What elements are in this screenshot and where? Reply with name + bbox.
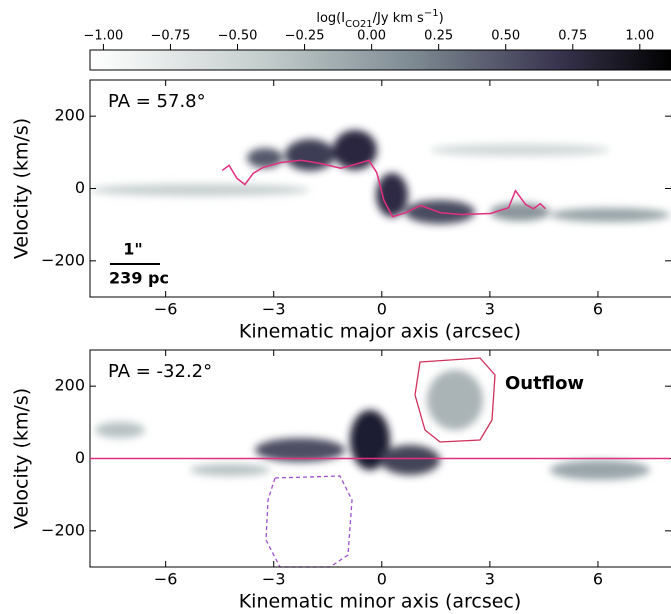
annotation: PA = -32.2° bbox=[108, 361, 212, 382]
x-tick-label: 0 bbox=[377, 570, 387, 589]
data-line bbox=[221, 159, 546, 218]
colorbar-label: log(ICO21/Jy km s−1) bbox=[316, 8, 443, 30]
x-tick-label: −3 bbox=[262, 300, 286, 319]
x-tick-label: −3 bbox=[262, 570, 286, 589]
pv-emission bbox=[90, 130, 670, 224]
x-tick-label: −6 bbox=[154, 300, 178, 319]
colorbar-tick-label: 0.50 bbox=[491, 29, 520, 44]
x-tick-label: 0 bbox=[377, 300, 387, 319]
y-axis-label: Velocity (km/s) bbox=[11, 118, 33, 259]
colorbar-tick-label: −0.75 bbox=[151, 29, 191, 44]
y-tick-label: 0 bbox=[75, 448, 85, 467]
colorbar-label-part: /Jy km s bbox=[373, 11, 424, 26]
y-tick-label: 200 bbox=[54, 106, 85, 125]
colorbar-label-part: ) bbox=[439, 11, 444, 26]
colorbar bbox=[89, 49, 671, 71]
colorbar-label-part: log(I bbox=[316, 11, 345, 26]
x-tick-label: 3 bbox=[485, 300, 495, 319]
scale-label: 1" bbox=[123, 240, 142, 259]
x-tick-label: 3 bbox=[485, 570, 495, 589]
x-tick-label: 6 bbox=[593, 570, 603, 589]
y-tick-label: −200 bbox=[41, 520, 85, 539]
outflow-label: Outflow bbox=[505, 373, 584, 394]
y-tick-label: 200 bbox=[54, 376, 85, 395]
colorbar-tick-label: 0.75 bbox=[558, 29, 587, 44]
dashed-contour bbox=[265, 475, 353, 568]
colorbar-tick-label: −0.50 bbox=[218, 29, 258, 44]
colorbar-label-part: CO21 bbox=[345, 19, 373, 30]
x-tick-label: 6 bbox=[593, 300, 603, 319]
x-axis-label: Kinematic major axis (arcsec) bbox=[239, 321, 521, 343]
scale-label: 239 pc bbox=[109, 269, 169, 288]
y-tick-label: −200 bbox=[41, 250, 85, 269]
colorbar-tick-label: 1.00 bbox=[625, 29, 654, 44]
colorbar-tick-label: 0.25 bbox=[424, 29, 453, 44]
y-tick-label: 0 bbox=[75, 178, 85, 197]
colorbar-tick-label: −0.25 bbox=[285, 29, 325, 44]
x-axis-label: Kinematic minor axis (arcsec) bbox=[239, 591, 522, 613]
colorbar-tick-label: −1.00 bbox=[83, 29, 123, 44]
y-axis-label: Velocity (km/s) bbox=[11, 388, 33, 529]
annotation: PA = 57.8° bbox=[108, 91, 206, 112]
x-tick-label: −6 bbox=[154, 570, 178, 589]
colorbar-tick-label: 0.00 bbox=[357, 29, 386, 44]
colorbar-label-part: −1 bbox=[424, 8, 439, 19]
pv-emission bbox=[95, 370, 650, 480]
outflow-contour bbox=[414, 357, 496, 443]
